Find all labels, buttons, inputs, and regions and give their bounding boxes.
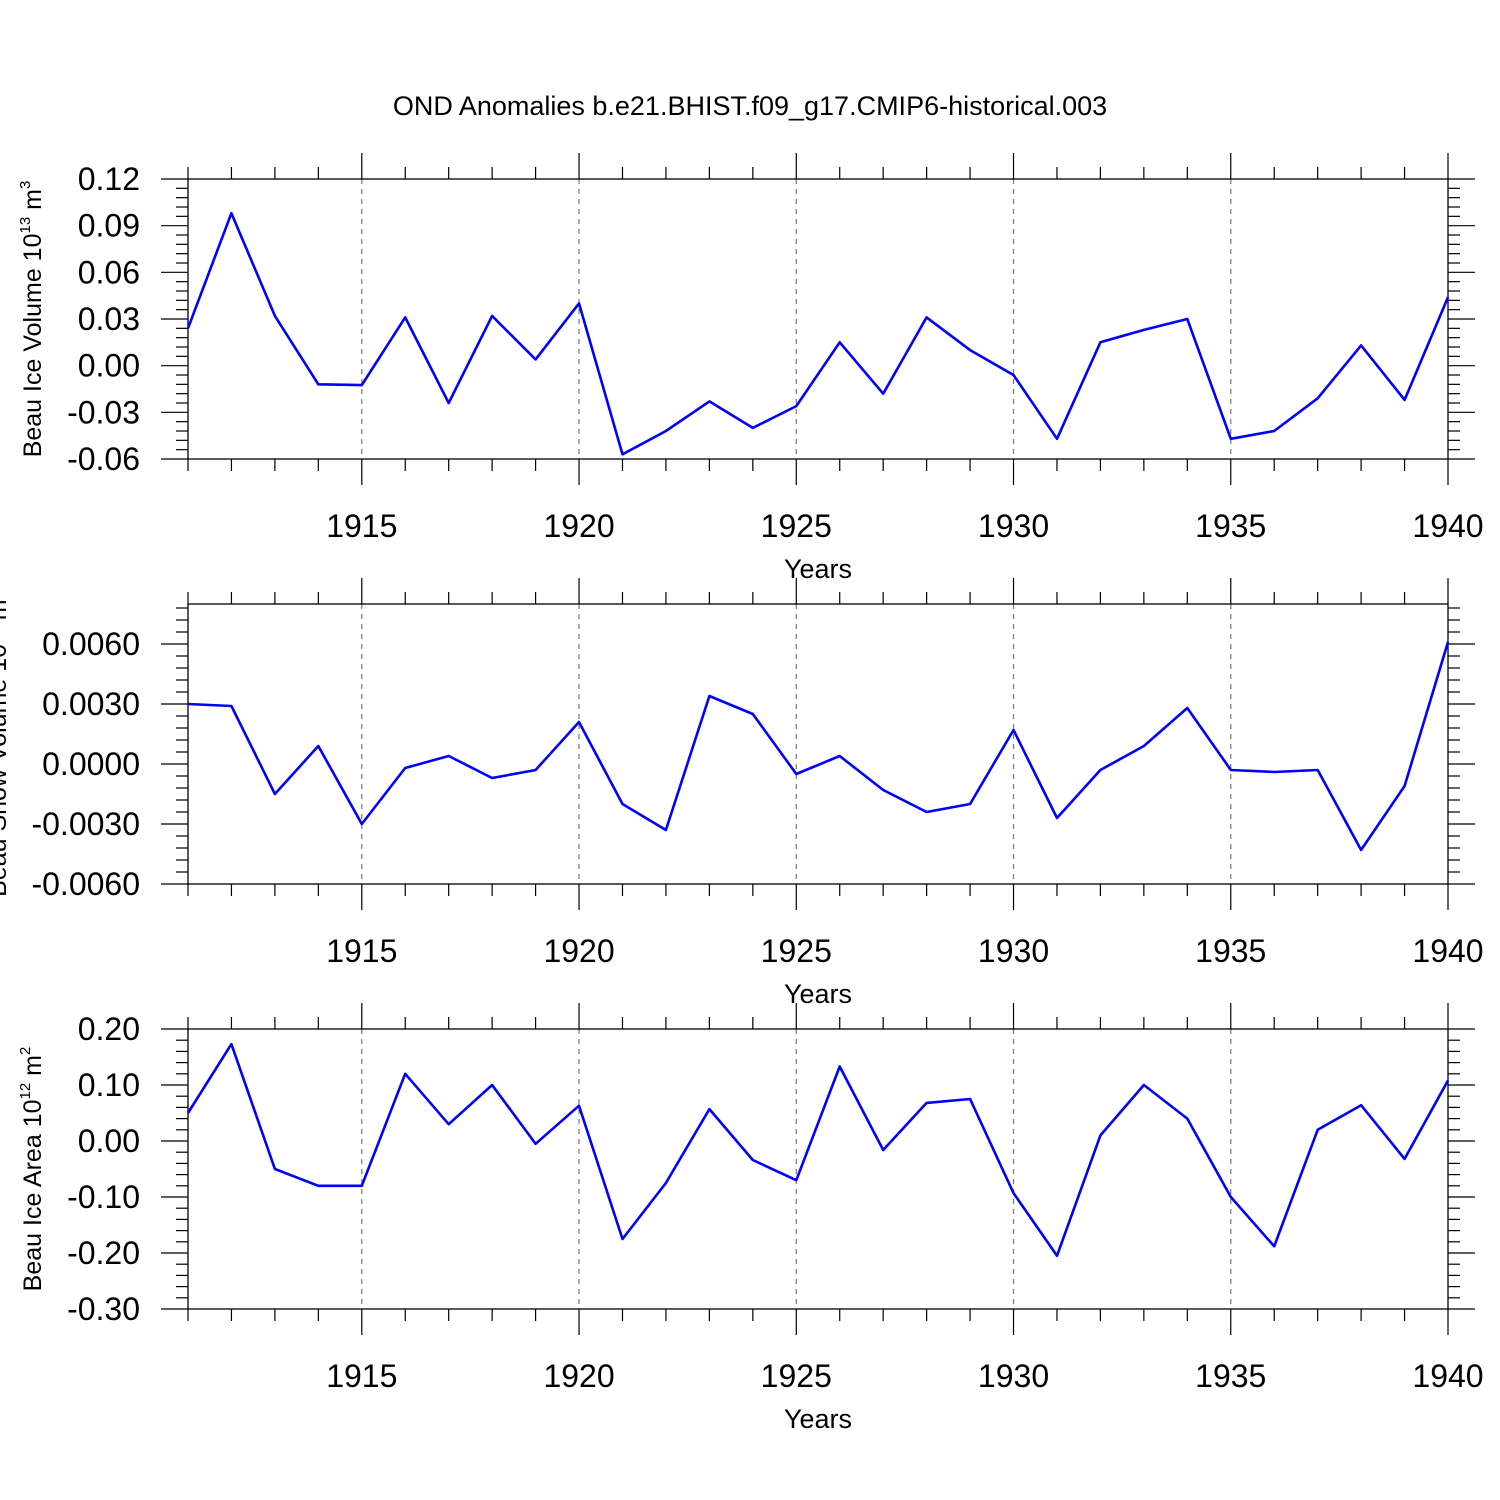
y-tick-label: 0.0030 xyxy=(42,686,140,722)
x-tick-label: 1930 xyxy=(978,508,1049,544)
y-axis-label: Beau Snow Volume 1013 m3 xyxy=(0,591,12,897)
x-tick-label: 1940 xyxy=(1412,508,1483,544)
x-tick-label: 1915 xyxy=(326,1358,397,1394)
data-series-line xyxy=(186,1042,1450,1258)
x-axis-label: Years xyxy=(784,554,852,584)
x-tick-label: 1925 xyxy=(761,508,832,544)
x-tick-label: 1920 xyxy=(543,1358,614,1394)
y-tick-label: -0.0030 xyxy=(31,806,140,842)
y-tick-label: 0.09 xyxy=(78,208,140,244)
plot-frame xyxy=(187,603,1449,885)
plot-frame xyxy=(187,178,1449,460)
y-tick-label: -0.06 xyxy=(67,441,140,477)
x-tick-label: 1930 xyxy=(978,1358,1049,1394)
data-series-line xyxy=(186,211,1450,456)
plot-frame xyxy=(187,1028,1449,1310)
y-tick-label: 0.0060 xyxy=(42,626,140,662)
x-tick-label: 1915 xyxy=(326,508,397,544)
y-tick-label: 0.20 xyxy=(78,1011,140,1047)
y-tick-label: -0.20 xyxy=(67,1235,140,1271)
y-tick-label: -0.0060 xyxy=(31,866,140,902)
y-tick-label: -0.10 xyxy=(67,1179,140,1215)
y-axis-label: Beau Ice Volume 1013 m3 xyxy=(17,181,47,458)
x-axis-label: Years xyxy=(784,1404,852,1434)
y-tick-label: 0.0000 xyxy=(42,746,140,782)
x-tick-label: 1925 xyxy=(761,1358,832,1394)
x-tick-label: 1925 xyxy=(761,933,832,969)
x-axis-label: Years xyxy=(784,979,852,1009)
x-tick-label: 1935 xyxy=(1195,1358,1266,1394)
x-tick-label: 1935 xyxy=(1195,933,1266,969)
y-tick-label: 0.12 xyxy=(78,161,140,197)
chart-title: OND Anomalies b.e21.BHIST.f09_g17.CMIP6-… xyxy=(393,91,1107,121)
x-tick-label: 1920 xyxy=(543,508,614,544)
y-tick-label: 0.06 xyxy=(78,254,140,290)
data-series-line xyxy=(187,641,1450,852)
x-tick-label: 1935 xyxy=(1195,508,1266,544)
y-tick-label: -0.30 xyxy=(67,1291,140,1327)
panel-ice-area: Years Beau Ice Area 1012 m2 1915 1920 1925… xyxy=(17,1003,1484,1434)
x-tick-label: 1930 xyxy=(978,933,1049,969)
x-tick-label: 1940 xyxy=(1412,933,1483,969)
x-tick-label: 1940 xyxy=(1412,1358,1483,1394)
y-tick-label: 0.00 xyxy=(78,348,140,384)
panel-ice-volume: Years Beau Ice Volume 1013 m3 1915 1920 19… xyxy=(17,153,1484,584)
y-tick-label: 0.10 xyxy=(78,1067,140,1103)
y-axis-label: Beau Ice Area 1012 m2 xyxy=(17,1047,47,1292)
x-tick-label: 1920 xyxy=(543,933,614,969)
y-tick-label: 0.00 xyxy=(78,1123,140,1159)
x-tick-label: 1915 xyxy=(326,933,397,969)
panel-snow-volume: Years Beau Snow Volume 1013 m3 1915 1920 1… xyxy=(0,578,1484,1009)
y-tick-label: 0.03 xyxy=(78,301,140,337)
y-tick-label: -0.03 xyxy=(67,394,140,430)
